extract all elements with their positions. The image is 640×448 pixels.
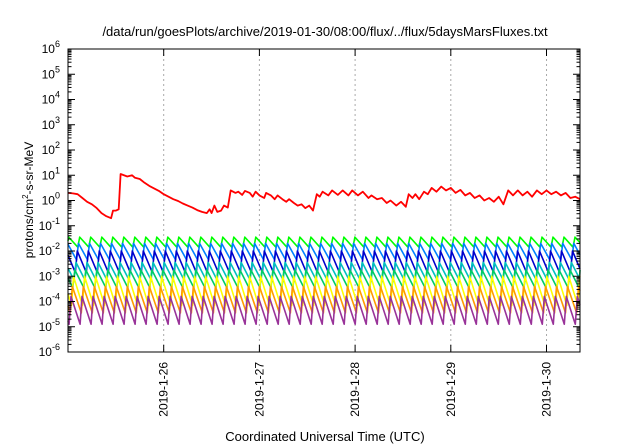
- y-tick-label: 104: [42, 90, 60, 107]
- y-tick-label: 102: [42, 140, 60, 157]
- y-axis-label-units: -s-sr-MeV: [22, 142, 36, 195]
- chart-title: /data/run/goesPlots/archive/2019-01-30/0…: [102, 24, 548, 39]
- y-tick-label: 105: [42, 64, 60, 81]
- y-axis-label-superscript: 2: [21, 194, 30, 199]
- y-tick-label: 100: [42, 191, 60, 208]
- y-axis-label-main: protons/cm: [22, 199, 36, 258]
- y-tick-label: 10-6: [39, 342, 60, 359]
- y-tick-label: 10-3: [39, 266, 60, 283]
- vertical-grid: [163, 49, 548, 352]
- y-tick-label: 10-2: [39, 241, 60, 258]
- y-tick-label: 101: [42, 165, 60, 182]
- y-axis-label: protons/cm2-s-sr-MeV: [21, 142, 36, 258]
- y-tick-label: 106: [42, 39, 60, 56]
- y-tick-label: 10-1: [39, 216, 60, 233]
- x-axis-label: Coordinated Universal Time (UTC): [225, 429, 424, 444]
- series-line-9: [67, 295, 581, 326]
- series-line-1: [67, 173, 581, 220]
- y-tick-label: 10-4: [39, 292, 60, 309]
- y-tick-label: 103: [42, 115, 60, 132]
- x-axis-ticks: 2019-1-26 2019-1-27 2019-1-28 2019-1-29 2019…: [157, 49, 554, 417]
- x-tick-label: 2019-1-30: [540, 362, 554, 417]
- x-tick-label: 2019-1-26: [157, 362, 171, 417]
- series-group: [67, 173, 581, 326]
- x-tick-label: 2019-1-29: [444, 362, 458, 417]
- series-line-3: [67, 242, 581, 261]
- y-axis-ticks: 10-6 10-5 10-4 10-3 10-2 10-1 100 101 102 103 104 1…: [39, 39, 580, 359]
- y-tick-label: 10-5: [39, 317, 60, 334]
- x-tick-label: 2019-1-28: [348, 362, 362, 417]
- x-tick-label: 2019-1-27: [252, 362, 266, 417]
